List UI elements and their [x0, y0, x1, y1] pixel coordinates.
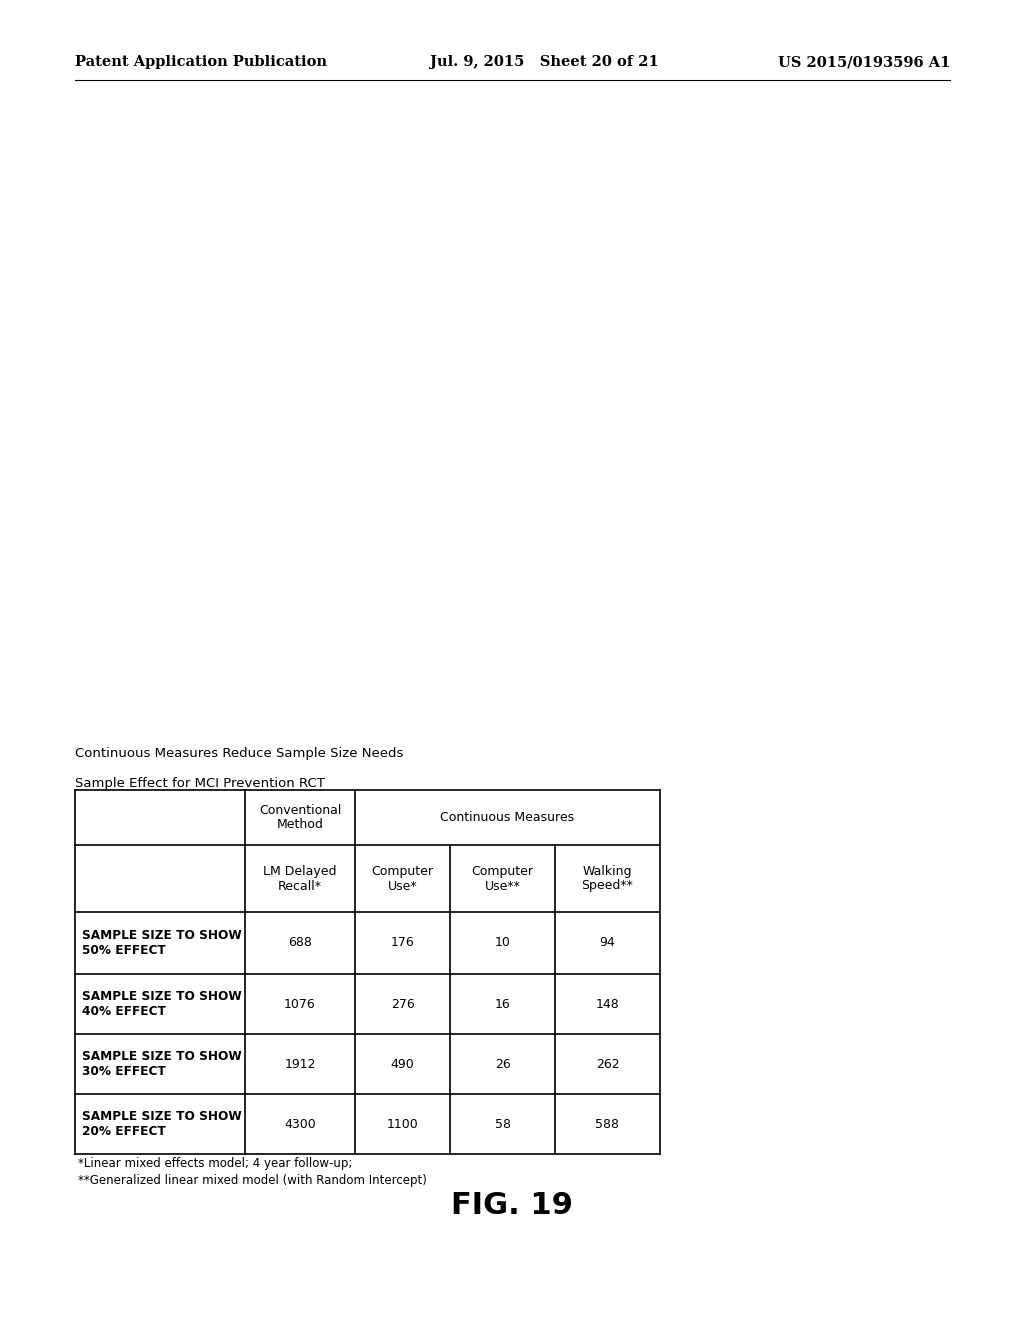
Text: 148: 148 — [596, 998, 620, 1011]
Text: **Generalized linear mixed model (with Random Intercept): **Generalized linear mixed model (with R… — [78, 1173, 427, 1187]
Text: Continuous Measures Reduce Sample Size Needs: Continuous Measures Reduce Sample Size N… — [75, 747, 403, 760]
Text: 1912: 1912 — [285, 1057, 315, 1071]
Text: SAMPLE SIZE TO SHOW
30% EFFECT: SAMPLE SIZE TO SHOW 30% EFFECT — [82, 1049, 242, 1078]
Text: 490: 490 — [390, 1057, 415, 1071]
Text: 16: 16 — [495, 998, 510, 1011]
Text: 262: 262 — [596, 1057, 620, 1071]
Text: 176: 176 — [390, 936, 415, 949]
Text: US 2015/0193596 A1: US 2015/0193596 A1 — [777, 55, 950, 69]
Text: 1076: 1076 — [284, 998, 315, 1011]
Text: Patent Application Publication: Patent Application Publication — [75, 55, 327, 69]
Text: 4300: 4300 — [284, 1118, 315, 1130]
Text: 688: 688 — [288, 936, 312, 949]
Text: Computer
Use*: Computer Use* — [372, 865, 433, 892]
Text: Sample Effect for MCI Prevention RCT: Sample Effect for MCI Prevention RCT — [75, 777, 325, 789]
Text: *Linear mixed effects model; 4 year follow-up;: *Linear mixed effects model; 4 year foll… — [78, 1158, 352, 1170]
Text: SAMPLE SIZE TO SHOW
50% EFFECT: SAMPLE SIZE TO SHOW 50% EFFECT — [82, 929, 242, 957]
Text: 94: 94 — [600, 936, 615, 949]
Text: 58: 58 — [495, 1118, 511, 1130]
Text: Continuous Measures: Continuous Measures — [440, 810, 574, 824]
Text: 588: 588 — [596, 1118, 620, 1130]
Text: 26: 26 — [495, 1057, 510, 1071]
Text: SAMPLE SIZE TO SHOW
40% EFFECT: SAMPLE SIZE TO SHOW 40% EFFECT — [82, 990, 242, 1018]
Text: Computer
Use**: Computer Use** — [471, 865, 534, 892]
Text: LM Delayed
Recall*: LM Delayed Recall* — [263, 865, 337, 892]
Text: FIG. 19: FIG. 19 — [451, 1191, 573, 1220]
Text: 10: 10 — [495, 936, 510, 949]
Text: 276: 276 — [390, 998, 415, 1011]
Text: Walking
Speed**: Walking Speed** — [582, 865, 634, 892]
Text: SAMPLE SIZE TO SHOW
20% EFFECT: SAMPLE SIZE TO SHOW 20% EFFECT — [82, 1110, 242, 1138]
Text: Conventional
Method: Conventional Method — [259, 804, 341, 832]
Text: Jul. 9, 2015   Sheet 20 of 21: Jul. 9, 2015 Sheet 20 of 21 — [430, 55, 658, 69]
Text: 1100: 1100 — [387, 1118, 419, 1130]
